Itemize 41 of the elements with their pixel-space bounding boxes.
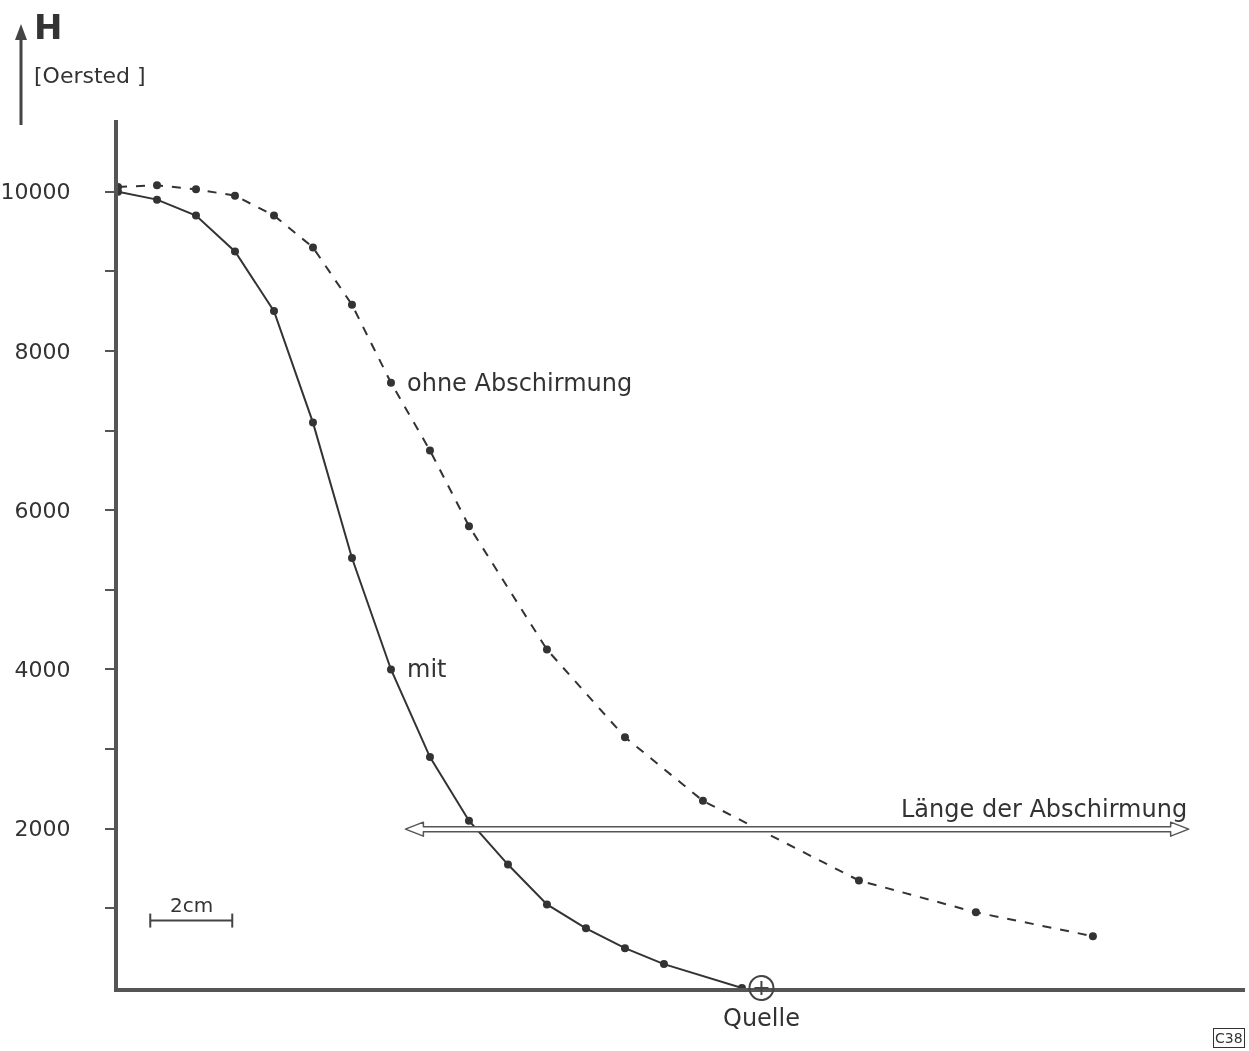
point	[659, 960, 668, 969]
y-tick-label: 8000	[14, 338, 71, 364]
point	[542, 900, 551, 909]
point	[1088, 932, 1097, 941]
point	[464, 522, 473, 531]
point	[269, 307, 278, 316]
point	[854, 876, 863, 885]
point	[153, 195, 161, 204]
point	[386, 378, 395, 387]
point	[698, 796, 707, 805]
y-tick-label: 6000	[14, 497, 71, 523]
point	[347, 300, 356, 309]
point	[425, 753, 434, 762]
point	[191, 185, 200, 194]
point	[191, 211, 200, 220]
point	[386, 665, 395, 674]
annotation: Länge der Abschirmung	[901, 795, 1188, 823]
point	[620, 733, 629, 742]
point	[425, 446, 434, 455]
y-tick-label: 4000	[14, 657, 71, 683]
point	[542, 645, 551, 654]
text: C38	[1215, 1030, 1243, 1046]
text: Quelle	[723, 1004, 800, 1032]
series-label: ohne Abschirmung	[407, 369, 633, 397]
annotation: 2cm	[170, 893, 214, 917]
point	[971, 908, 980, 917]
point	[308, 418, 317, 427]
point	[230, 247, 239, 256]
point	[269, 211, 278, 220]
y-tick-label: 10000	[0, 179, 71, 205]
y-axis-title: H [Oersted ]	[34, 7, 146, 89]
series-label: mit	[407, 655, 447, 683]
point	[153, 181, 161, 190]
point	[347, 553, 356, 562]
point	[230, 191, 239, 200]
point	[620, 944, 629, 953]
point	[503, 860, 512, 869]
point	[308, 243, 317, 252]
point	[464, 816, 473, 825]
point	[581, 924, 590, 933]
y-tick-label: 2000	[14, 816, 71, 842]
